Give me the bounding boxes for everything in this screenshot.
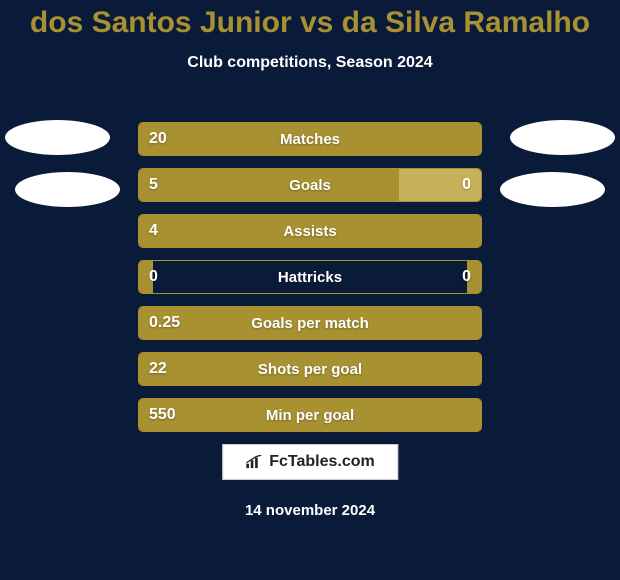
- stat-value-left: 5: [149, 169, 158, 201]
- stat-row: Min per goal550: [138, 398, 482, 432]
- stat-label: Assists: [139, 215, 481, 247]
- stat-row: Goals5 0: [138, 168, 482, 202]
- stat-label: Goals per match: [139, 307, 481, 339]
- player-left-avatar-2: [15, 172, 120, 207]
- chart-icon: [245, 455, 263, 469]
- player-right-avatar-1: [510, 120, 615, 155]
- stat-label: Min per goal: [139, 399, 481, 431]
- date-label: 14 november 2024: [0, 502, 620, 519]
- player-left-avatar-1: [5, 120, 110, 155]
- player-right-avatar-2: [500, 172, 605, 207]
- stat-value-left: 22: [149, 353, 167, 385]
- stat-value-left: 0.25: [149, 307, 180, 339]
- stat-label: Matches: [139, 123, 481, 155]
- page-title: dos Santos Junior vs da Silva Ramalho: [0, 0, 620, 40]
- stat-value-right: 0: [462, 169, 471, 201]
- stat-value-left: 4: [149, 215, 158, 247]
- stat-value-right: 0: [462, 261, 471, 293]
- stat-row: Assists4: [138, 214, 482, 248]
- stat-label: Hattricks: [139, 261, 481, 293]
- stat-row: Goals per match0.25: [138, 306, 482, 340]
- source-badge: FcTables.com: [222, 444, 398, 480]
- stat-value-left: 550: [149, 399, 176, 431]
- stat-label: Goals: [139, 169, 481, 201]
- stat-row: Shots per goal22: [138, 352, 482, 386]
- stat-row: Hattricks0 0: [138, 260, 482, 294]
- stat-label: Shots per goal: [139, 353, 481, 385]
- stat-row: Matches20: [138, 122, 482, 156]
- source-badge-text: FcTables.com: [269, 453, 375, 471]
- stat-value-left: 0: [149, 261, 158, 293]
- stat-value-left: 20: [149, 123, 167, 155]
- subtitle: Club competitions, Season 2024: [0, 54, 620, 72]
